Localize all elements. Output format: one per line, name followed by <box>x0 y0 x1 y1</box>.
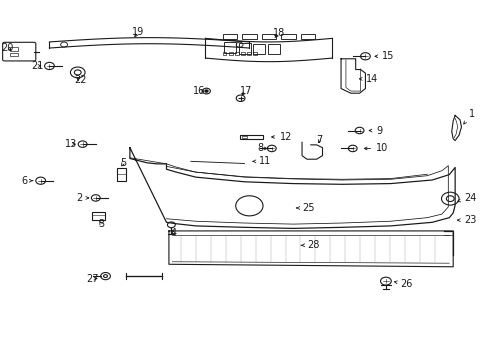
Text: 10: 10 <box>364 143 387 153</box>
Circle shape <box>204 90 207 92</box>
Text: 17: 17 <box>239 86 251 96</box>
Bar <box>261 34 276 40</box>
Text: 25: 25 <box>296 203 314 213</box>
Text: 5: 5 <box>120 158 126 168</box>
Text: 7: 7 <box>316 135 322 145</box>
Bar <box>224 42 236 53</box>
Text: 24: 24 <box>457 193 475 203</box>
Text: 22: 22 <box>74 75 86 85</box>
Text: 23: 23 <box>457 215 475 225</box>
Bar <box>234 52 238 55</box>
Text: 2: 2 <box>76 193 88 203</box>
Bar <box>10 53 18 56</box>
Bar <box>241 52 244 55</box>
Bar <box>10 47 18 50</box>
Bar <box>247 52 251 55</box>
Text: 21: 21 <box>31 61 43 71</box>
Bar <box>253 52 257 55</box>
Text: 9: 9 <box>368 126 382 135</box>
Bar <box>267 44 280 54</box>
Bar <box>222 52 226 55</box>
Text: 14: 14 <box>359 74 378 84</box>
Text: 4: 4 <box>170 228 176 238</box>
Text: 26: 26 <box>394 279 412 289</box>
Bar <box>239 135 263 139</box>
Text: 20: 20 <box>1 43 14 53</box>
Text: 12: 12 <box>271 132 291 142</box>
Text: 28: 28 <box>301 240 319 250</box>
Bar <box>241 135 247 138</box>
Bar <box>253 44 265 54</box>
Bar <box>300 34 315 40</box>
Text: 11: 11 <box>252 156 271 166</box>
Text: 3: 3 <box>98 220 104 229</box>
Text: 15: 15 <box>374 51 394 61</box>
Text: 27: 27 <box>86 274 98 284</box>
Bar <box>222 34 237 40</box>
Text: 13: 13 <box>65 139 77 149</box>
Bar <box>238 43 250 54</box>
Text: 6: 6 <box>21 176 33 186</box>
Bar <box>281 34 295 40</box>
Text: 18: 18 <box>272 28 285 38</box>
Text: 8: 8 <box>257 143 266 153</box>
Text: 16: 16 <box>193 86 205 96</box>
Bar <box>117 168 126 181</box>
Bar <box>92 212 104 220</box>
Text: 19: 19 <box>132 27 144 37</box>
Text: 1: 1 <box>463 109 474 124</box>
Bar <box>242 34 256 40</box>
Bar <box>228 52 232 55</box>
